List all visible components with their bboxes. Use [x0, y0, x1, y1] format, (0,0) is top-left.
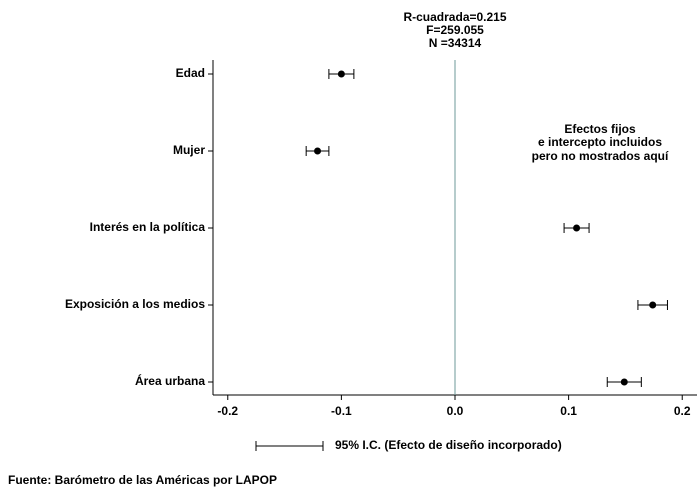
point — [337, 70, 345, 78]
note: pero no mostrados aquí — [532, 149, 669, 163]
source: Fuente: Barómetro de las Américas por LA… — [8, 473, 277, 487]
point — [649, 301, 657, 309]
x-tick-label: -0.1 — [331, 404, 352, 418]
y-tick-label: Edad — [176, 66, 205, 80]
x-tick-label: 0.1 — [560, 404, 577, 418]
x-tick-label: 0.2 — [674, 404, 691, 418]
annotation: R-cuadrada=0.215 — [403, 10, 506, 24]
legend-label: 95% I.C. (Efecto de diseño incorporado) — [335, 438, 562, 452]
note: Efectos fijos — [564, 122, 636, 136]
point — [620, 378, 628, 386]
point — [314, 147, 322, 155]
point — [573, 224, 581, 232]
note: e intercepto incluidos — [538, 135, 662, 149]
annotation: F=259.055 — [426, 23, 484, 37]
annotation: N =34314 — [429, 36, 482, 50]
y-tick-label: Exposición a los medios — [65, 297, 205, 311]
y-tick-label: Interés en la política — [90, 220, 206, 234]
y-tick-label: Área urbana — [135, 373, 205, 388]
x-tick-label: -0.2 — [217, 404, 238, 418]
x-tick-label: 0.0 — [447, 404, 464, 418]
y-tick-label: Mujer — [173, 143, 205, 157]
